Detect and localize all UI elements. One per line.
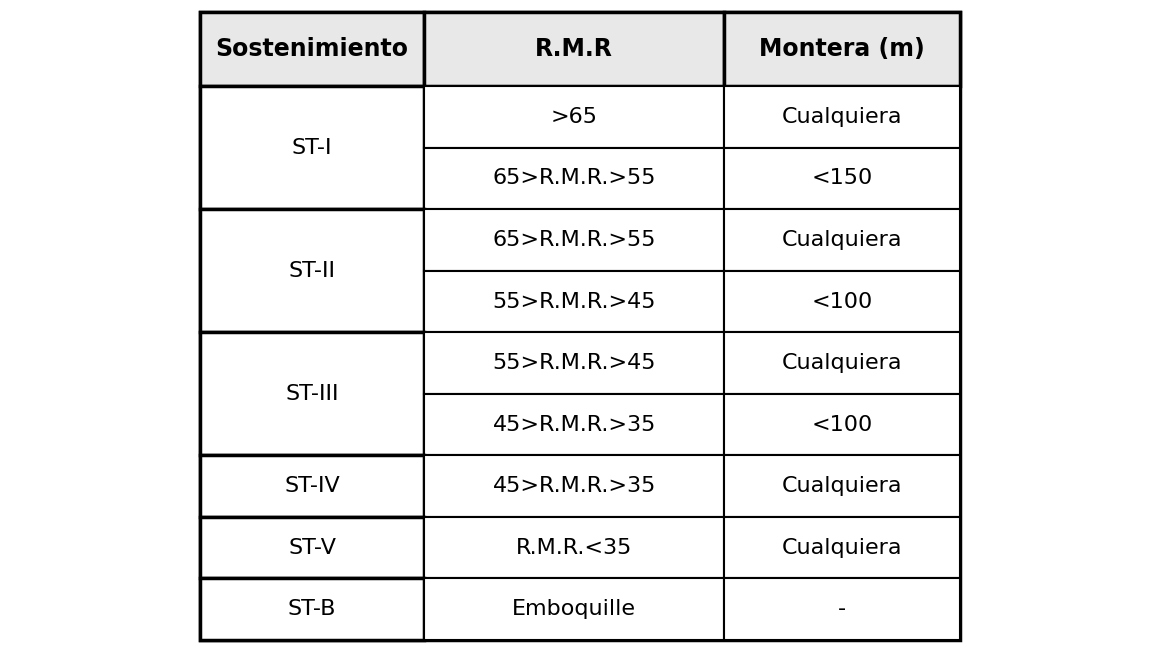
Bar (724, 394, 960, 455)
Text: ST-II: ST-II (289, 261, 336, 281)
Bar (424, 147, 724, 209)
Text: Emboquille: Emboquille (512, 599, 636, 619)
Text: -: - (838, 599, 846, 619)
Bar (424, 578, 724, 640)
Bar (424, 271, 724, 333)
Bar (724, 578, 960, 640)
Text: ST-IV: ST-IV (284, 476, 340, 496)
Text: R.M.R: R.M.R (535, 37, 613, 61)
Text: 45>R.M.R.>35: 45>R.M.R.>35 (493, 476, 656, 496)
Text: ST-I: ST-I (292, 138, 333, 158)
Bar (424, 455, 724, 517)
Text: ST-B: ST-B (287, 599, 336, 619)
Text: ST-V: ST-V (289, 538, 336, 557)
Text: Cualquiera: Cualquiera (782, 476, 903, 496)
Bar (724, 455, 960, 517)
Bar (201, 455, 424, 517)
Bar (724, 271, 960, 333)
Bar (424, 209, 724, 271)
Bar (201, 333, 424, 455)
Text: Cualquiera: Cualquiera (782, 538, 903, 557)
Text: <150: <150 (811, 168, 873, 188)
Text: Cualquiera: Cualquiera (782, 353, 903, 373)
Text: >65: >65 (551, 107, 598, 127)
Bar (201, 86, 424, 209)
Bar (201, 578, 424, 640)
Bar (424, 517, 724, 578)
Bar (201, 12, 960, 640)
Bar (724, 12, 960, 86)
Text: ST-III: ST-III (285, 384, 338, 404)
Bar (424, 333, 724, 394)
Text: 45>R.M.R.>35: 45>R.M.R.>35 (493, 415, 656, 435)
Text: <100: <100 (811, 415, 873, 435)
Bar (424, 394, 724, 455)
Bar (724, 333, 960, 394)
Bar (201, 517, 424, 578)
Text: Cualquiera: Cualquiera (782, 107, 903, 127)
Text: <100: <100 (811, 291, 873, 312)
Bar (724, 517, 960, 578)
Text: 65>R.M.R.>55: 65>R.M.R.>55 (493, 168, 656, 188)
Text: 55>R.M.R.>45: 55>R.M.R.>45 (493, 353, 656, 373)
Bar (724, 147, 960, 209)
Text: Montera (m): Montera (m) (759, 37, 925, 61)
Bar (724, 86, 960, 147)
Text: 65>R.M.R.>55: 65>R.M.R.>55 (493, 230, 656, 250)
Text: R.M.R.<35: R.M.R.<35 (516, 538, 633, 557)
Text: Cualquiera: Cualquiera (782, 230, 903, 250)
Bar (724, 209, 960, 271)
Bar (424, 12, 724, 86)
Bar (424, 86, 724, 147)
Bar (201, 209, 424, 333)
Bar (201, 12, 424, 86)
Text: 55>R.M.R.>45: 55>R.M.R.>45 (493, 291, 656, 312)
Text: Sostenimiento: Sostenimiento (216, 37, 409, 61)
